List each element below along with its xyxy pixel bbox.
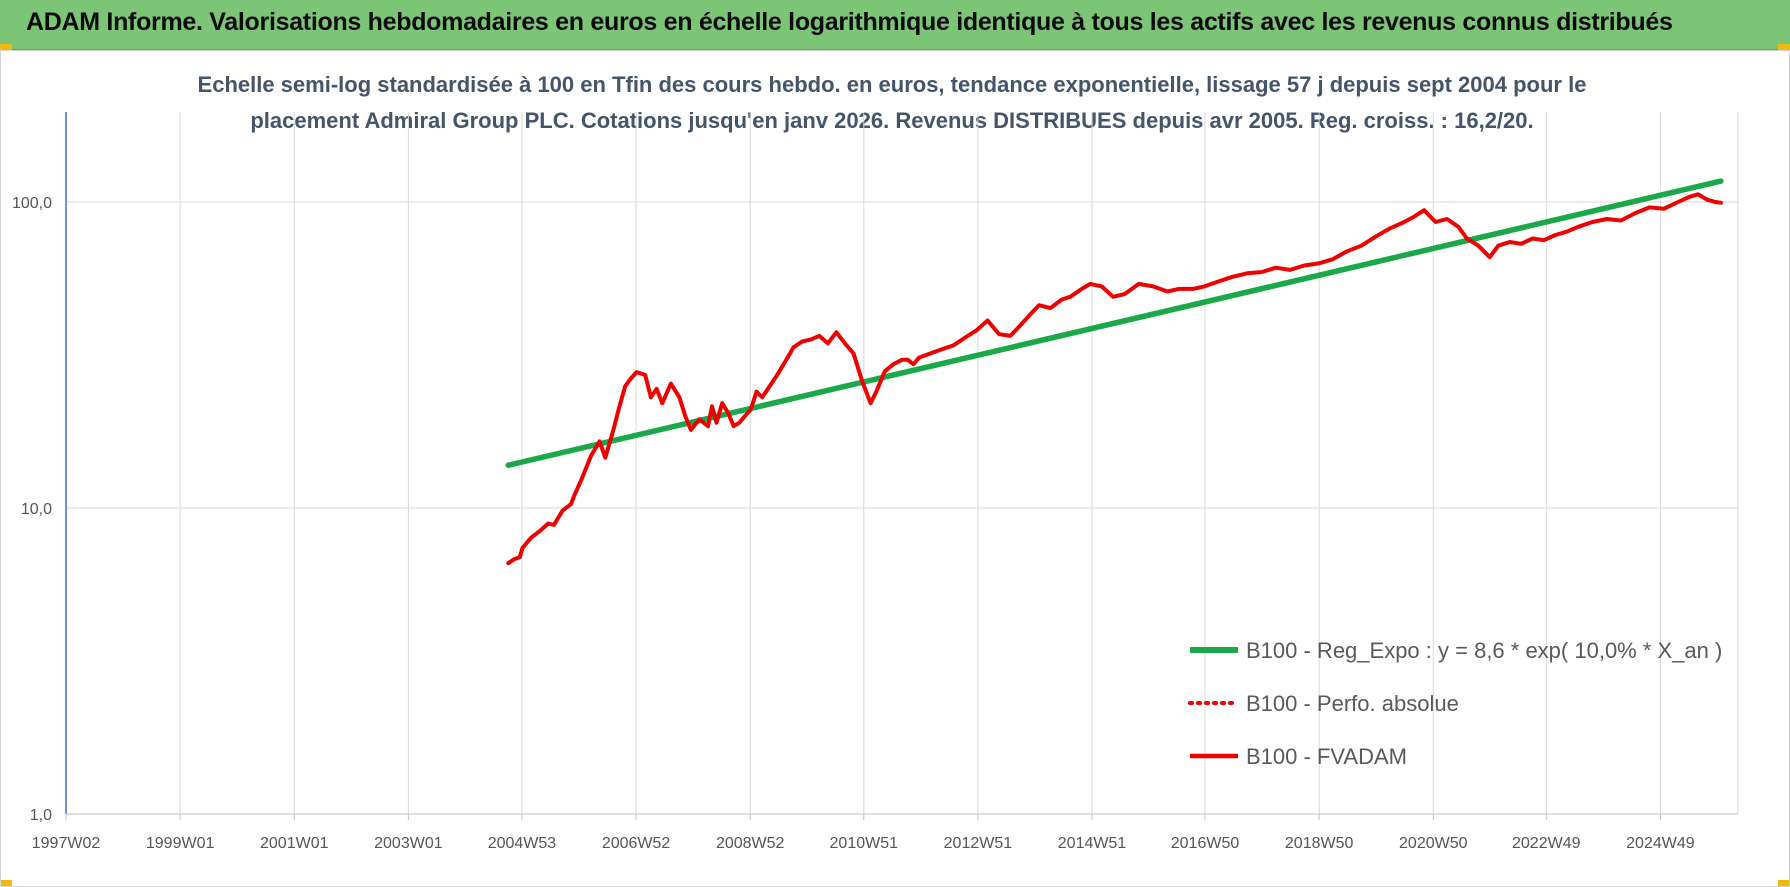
grid-lines bbox=[65, 112, 1739, 815]
series-line-2 bbox=[506, 192, 1723, 566]
x-tick-label: 2016W50 bbox=[1171, 835, 1240, 852]
y-tick-label: 10,0 bbox=[21, 501, 52, 518]
chart-subtitle-line-2: placement Admiral Group PLC. Cotations j… bbox=[250, 108, 1533, 133]
corner-marker-bottom-right bbox=[1778, 880, 1790, 887]
legend-label-0: B100 - Reg_Expo : y = 8,6 * exp( 10,0% *… bbox=[1246, 638, 1722, 663]
log-line-chart: Echelle semi-log standardisée à 100 en T… bbox=[12, 72, 1739, 852]
legend: B100 - Reg_Expo : y = 8,6 * exp( 10,0% *… bbox=[1188, 638, 1722, 769]
corner-marker-top-left bbox=[0, 44, 12, 51]
chart-subtitle-line-1: Echelle semi-log standardisée à 100 en T… bbox=[198, 72, 1587, 97]
y-tick-label: 100,0 bbox=[12, 195, 52, 212]
axes bbox=[65, 112, 1738, 820]
x-tick-label: 2008W52 bbox=[716, 835, 785, 852]
legend-label-2: B100 - FVADAM bbox=[1246, 744, 1407, 769]
tick-labels: 1997W02 1999W01 2001W01 2003W01 2004W53 2006W… bbox=[12, 195, 1695, 852]
x-tick-label: 2018W50 bbox=[1285, 835, 1354, 852]
x-tick-label: 2006W52 bbox=[602, 835, 671, 852]
x-tick-label: 2010W51 bbox=[830, 835, 899, 852]
chart-header: ADAM Informe. Valorisations hebdomadaire… bbox=[0, 0, 1790, 50]
x-tick-label: 2024W49 bbox=[1626, 835, 1695, 852]
y-tick-label: 1,0 bbox=[30, 807, 52, 824]
x-tick-label: 2004W53 bbox=[488, 835, 557, 852]
x-tick-label: 2014W51 bbox=[1058, 835, 1127, 852]
x-tick-label: 1999W01 bbox=[146, 835, 215, 852]
legend-label-1: B100 - Perfo. absolue bbox=[1246, 691, 1459, 716]
x-tick-label: 2020W50 bbox=[1399, 835, 1468, 852]
page-title: ADAM Informe. Valorisations hebdomadaire… bbox=[26, 8, 1673, 36]
x-tick-label: 2012W51 bbox=[944, 835, 1013, 852]
x-tick-label: 1997W02 bbox=[32, 835, 101, 852]
x-tick-label: 2003W01 bbox=[374, 835, 443, 852]
corner-marker-top-right bbox=[1778, 44, 1790, 51]
series-lines bbox=[505, 178, 1724, 566]
series-line-0 bbox=[505, 178, 1724, 468]
x-tick-label: 2022W49 bbox=[1512, 835, 1581, 852]
x-tick-label: 2001W01 bbox=[260, 835, 329, 852]
corner-marker-bottom-left bbox=[0, 880, 12, 887]
